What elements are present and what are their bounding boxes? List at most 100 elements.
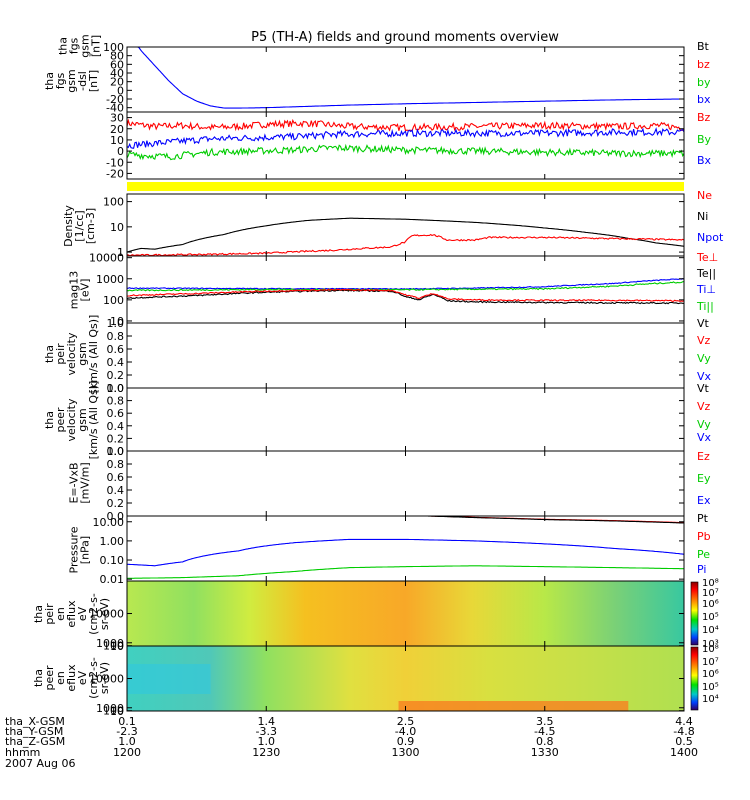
x-row-value: 1330 (531, 746, 559, 759)
y-tick-label: 100 (103, 640, 124, 653)
y-tick-label: 1.0 (107, 445, 125, 458)
heatmap-cool-region (127, 664, 211, 694)
legend-entry-Pb: Pb (697, 530, 711, 543)
x-row-value: 0.5 (675, 735, 693, 748)
y-tick-label: 0.0 (107, 382, 125, 395)
y-tick-label: 20 (110, 76, 124, 89)
y-tick-label: 1000 (96, 702, 124, 715)
panel-peir_eflux: 10⁸10⁷10⁶10⁵10⁴10³10000100010010thapeire… (32, 578, 719, 653)
legend-entry-Vy: Vy (697, 352, 711, 365)
y-tick-label: 1.00 (100, 535, 125, 548)
legend-entry-Pt: Pt (697, 512, 709, 525)
y-axis-label: sr-eV) (98, 662, 111, 694)
series-Ni (126, 217, 685, 253)
y-tick-label: 1000 (96, 637, 124, 650)
series-Pi (127, 538, 685, 567)
y-tick-label: 10 (110, 221, 124, 234)
y-tick-label: 0.2 (107, 369, 125, 382)
y-tick-label: 0.0 (107, 510, 125, 523)
y-tick-label: 10 (110, 640, 124, 653)
series-Te|| (126, 289, 685, 305)
legend-entry-Vx: Vx (697, 370, 712, 383)
panel-frame (126, 322, 685, 389)
legend-entry-Ti||: Ti|| (696, 300, 714, 313)
y-tick-label: 1 (117, 246, 124, 259)
legend-entry-Vy: Vy (697, 418, 711, 431)
legend-entry-Npot: Npot (697, 231, 724, 244)
y-axis-label: tha (43, 411, 56, 429)
y-axis-label: gsm (76, 408, 89, 431)
x-row-value: -4.8 (673, 725, 694, 738)
x-row-value: 0.9 (397, 735, 415, 748)
y-axis-label: peir (54, 343, 67, 365)
legend-entry-Vx: Vx (697, 431, 712, 444)
y-axis-label: fgs (68, 37, 81, 54)
series-Ti|| (126, 280, 685, 292)
panel-frame (126, 387, 685, 452)
x-row-value: 1200 (113, 746, 141, 759)
panel-temperature: 10000 1000 100 10 mag13[eV] Te⊥ Te|| Ti⊥ Ti|| (68, 251, 719, 328)
panel-peir_velocity: 1.00.80.60.40.20.0thapeirvelocitygsm[km/… (43, 315, 712, 395)
y-tick-label: 10 (110, 134, 124, 147)
y-tick-label: 1000 (96, 273, 124, 286)
y-axis-label: sr-eV) (98, 598, 111, 630)
series-Ti⊥ (126, 278, 685, 290)
x-row-value: -3.3 (256, 725, 277, 738)
y-tick-label: -40 (106, 102, 124, 115)
legend-entry-Ey: Ey (697, 472, 711, 485)
y-axis-label: Pressure (68, 526, 81, 573)
y-tick-label: 0.8 (107, 330, 125, 343)
y-axis-label: eV (76, 606, 89, 621)
x-row-value: -2.3 (116, 725, 137, 738)
y-axis-label: -dsl (76, 71, 89, 91)
y-axis-label: (cm2-s- (87, 657, 100, 699)
y-tick-label: 0.4 (107, 420, 125, 433)
x-row-label: tha_Z-GSM (5, 735, 65, 748)
series-By (126, 143, 685, 161)
x-row-value: 0.8 (536, 735, 554, 748)
series-Te⊥ (126, 288, 685, 302)
y-tick-label: 100 (103, 196, 124, 209)
y-axis-label: velocity (65, 332, 78, 375)
legend-entry-Bx: Bx (697, 154, 712, 167)
y-axis-label: tha (32, 669, 45, 687)
y-axis-label: en (54, 607, 67, 621)
y-tick-label: 0.4 (107, 356, 125, 369)
x-row-value: -4.5 (534, 725, 555, 738)
y-tick-label: 20 (110, 123, 124, 136)
y-tick-label: 0.2 (107, 497, 125, 510)
panel-pressure: 10.00 1.00 0.10 0.01 Pressure[nPa] Pt Pb Pe Pi (68, 512, 711, 586)
x-row-value: 0.1 (118, 715, 136, 728)
y-tick-label: 0.6 (107, 407, 125, 420)
y-axis-label: [nT] (87, 70, 100, 92)
y-tick-label: 0.6 (107, 343, 125, 356)
panel-frame (126, 450, 685, 517)
series-Ne (126, 233, 685, 257)
x-row-value: 2.5 (397, 715, 415, 728)
y-axis-label: peer (54, 407, 67, 433)
y-tick-label: 10 (110, 315, 124, 328)
status-bar (127, 182, 684, 191)
y-tick-label: 0.2 (107, 432, 125, 445)
y-axis-label: peer (43, 665, 56, 691)
legend-entry-Te||: Te|| (696, 267, 716, 280)
x-row-value: 4.4 (675, 715, 693, 728)
series-bx (127, 46, 684, 109)
panel-frame (126, 46, 685, 113)
y-axis-label: fgs (54, 72, 67, 89)
y-tick-label: 30 (110, 112, 124, 125)
colorbar-peir_eflux (690, 581, 699, 646)
colorbar-tick-label: 10³ (702, 639, 719, 650)
x-row-value: 3.5 (536, 715, 554, 728)
panel-density: 100 10 1 Density[1/cc][cm-3] Ne Ni Npot (62, 189, 724, 259)
colorbar-peer_eflux (690, 646, 699, 711)
x-row-value: 1.0 (258, 735, 276, 748)
y-tick-label: 10000 (89, 252, 124, 265)
y-axis-label: gsm (79, 34, 92, 57)
legend-entry-Vz: Vz (697, 334, 711, 347)
y-axis-label: en (54, 671, 67, 685)
x-row-value: 1300 (392, 746, 420, 759)
legend-entry-bx: bx (697, 93, 711, 106)
